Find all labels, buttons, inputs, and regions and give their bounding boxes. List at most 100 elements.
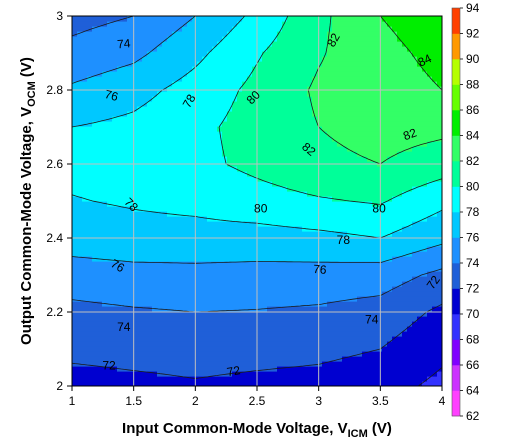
contour-cell (102, 31, 108, 37)
contour-cell (187, 91, 193, 97)
contour-cell (282, 141, 288, 147)
contour-cell (207, 326, 213, 332)
contour-cell (327, 111, 333, 117)
contour-cell (377, 136, 383, 142)
contour-cell (282, 86, 288, 92)
contour-cell (332, 26, 338, 32)
contour-cell (222, 201, 228, 207)
contour-cell (267, 326, 273, 332)
contour-cell (77, 366, 83, 372)
contour-cell (282, 121, 288, 127)
contour-cell (167, 151, 173, 157)
contour-cell (252, 201, 258, 207)
contour-cell (332, 231, 338, 237)
contour-cell (267, 41, 273, 47)
contour-cell (297, 256, 303, 262)
contour-cell (102, 46, 108, 52)
contour-cell (202, 46, 208, 52)
contour-cell (107, 121, 113, 127)
contour-cell (262, 181, 268, 187)
contour-cell (242, 321, 248, 327)
contour-cell (392, 291, 398, 297)
contour-cell (297, 81, 303, 87)
contour-cell (347, 296, 353, 302)
contour-cell (287, 131, 293, 137)
contour-cell (402, 171, 408, 177)
contour-cell (267, 316, 273, 322)
contour-cell (202, 301, 208, 307)
contour-cell (172, 246, 178, 252)
contour-cell (317, 261, 323, 267)
contour-cell (402, 61, 408, 67)
contour-cell (282, 76, 288, 82)
contour-cell (97, 36, 103, 42)
contour-cell (302, 301, 308, 307)
contour-cell (217, 381, 223, 386)
contour-cell (342, 86, 348, 92)
contour-cell (202, 311, 208, 317)
contour-cell (187, 371, 193, 377)
contour-cell (147, 206, 153, 212)
contour-cell (197, 191, 203, 197)
contour-cell (117, 136, 123, 142)
contour-cell (112, 371, 118, 377)
contour-cell (322, 26, 328, 32)
contour-cell (312, 116, 318, 122)
contour-cell (267, 291, 273, 297)
contour-cell (272, 196, 278, 202)
contour-cell (212, 361, 218, 367)
contour-cell (317, 166, 323, 172)
contour-cell (132, 31, 138, 37)
contour-cell (312, 296, 318, 302)
contour-cell (377, 86, 383, 92)
contour-cell (237, 141, 243, 147)
contour-cell (407, 206, 413, 212)
contour-cell (187, 356, 193, 362)
contour-cell (102, 151, 108, 157)
contour-cell (332, 371, 338, 377)
contour-cell (382, 346, 388, 352)
contour-cell (217, 311, 223, 317)
contour-cell (222, 126, 228, 132)
contour-cell (382, 116, 388, 122)
contour-cell (397, 246, 403, 252)
contour-cell (247, 221, 253, 227)
contour-cell (257, 36, 263, 42)
contour-cell (177, 261, 183, 267)
contour-cell (277, 146, 283, 152)
contour-cell (182, 346, 188, 352)
contour-cell (77, 111, 83, 117)
contour-cell (117, 141, 123, 147)
contour-cell (382, 121, 388, 127)
contour-cell (72, 111, 78, 117)
contour-cell (142, 256, 148, 262)
contour-cell (407, 316, 413, 322)
contour-cell (347, 281, 353, 287)
contour-cell (152, 346, 158, 352)
contour-cell (337, 41, 343, 47)
contour-cell (177, 141, 183, 147)
contour-cell (357, 281, 363, 287)
contour-cell (252, 56, 258, 62)
contour-cell (397, 21, 403, 27)
contour-cell (142, 241, 148, 247)
contour-cell (127, 241, 133, 247)
contour-cell (282, 26, 288, 32)
contour-cell (207, 41, 213, 47)
contour-cell (162, 246, 168, 252)
contour-cell (312, 346, 318, 352)
contour-cell (207, 121, 213, 127)
contour-cell (262, 106, 268, 112)
contour-cell (132, 106, 138, 112)
contour-cell (207, 291, 213, 297)
contour-cell (142, 176, 148, 182)
contour-cell (242, 381, 248, 386)
contour-cell (257, 111, 263, 117)
contour-cell (332, 111, 338, 117)
contour-cell (117, 131, 123, 137)
contour-cell (362, 256, 368, 262)
contour-cell (287, 156, 293, 162)
contour-cell (102, 36, 108, 42)
contour-cell (287, 76, 293, 82)
contour-cell (272, 31, 278, 37)
